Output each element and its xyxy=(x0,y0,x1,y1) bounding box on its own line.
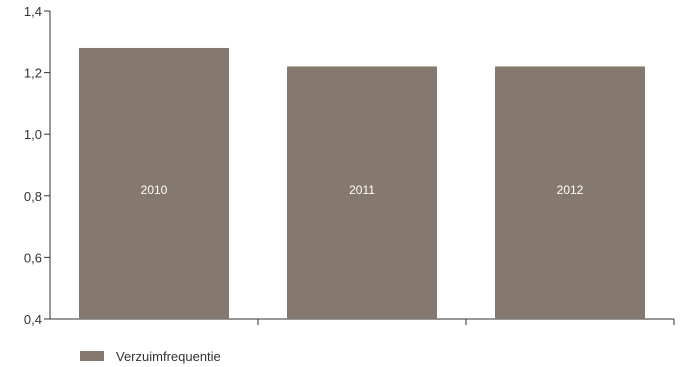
bar-2010 xyxy=(79,47,229,320)
bar-2012 xyxy=(495,66,645,319)
legend-label: Verzuimfrequentie xyxy=(116,349,221,364)
bar-category-label: 2011 xyxy=(349,183,375,197)
legend-swatch xyxy=(80,351,104,361)
x-axis xyxy=(50,318,675,325)
y-tick-label: 1,4 xyxy=(24,4,42,19)
bar-category-label: 2010 xyxy=(141,183,168,197)
bar-category-label: 2012 xyxy=(557,183,584,197)
y-tick-label: 1,2 xyxy=(24,66,42,81)
y-axis: 0,4 0,6 0,8 1,0 1,2 1,4 xyxy=(24,4,51,327)
bars: 2010 2011 2012 xyxy=(79,47,645,320)
y-tick-label: 0,4 xyxy=(24,312,42,327)
y-tick-label: 0,6 xyxy=(24,250,42,265)
legend: Verzuimfrequentie xyxy=(80,349,221,364)
y-tick-label: 0,8 xyxy=(24,189,42,204)
y-tick-label: 1,0 xyxy=(24,127,42,142)
bar-2011 xyxy=(287,66,437,319)
